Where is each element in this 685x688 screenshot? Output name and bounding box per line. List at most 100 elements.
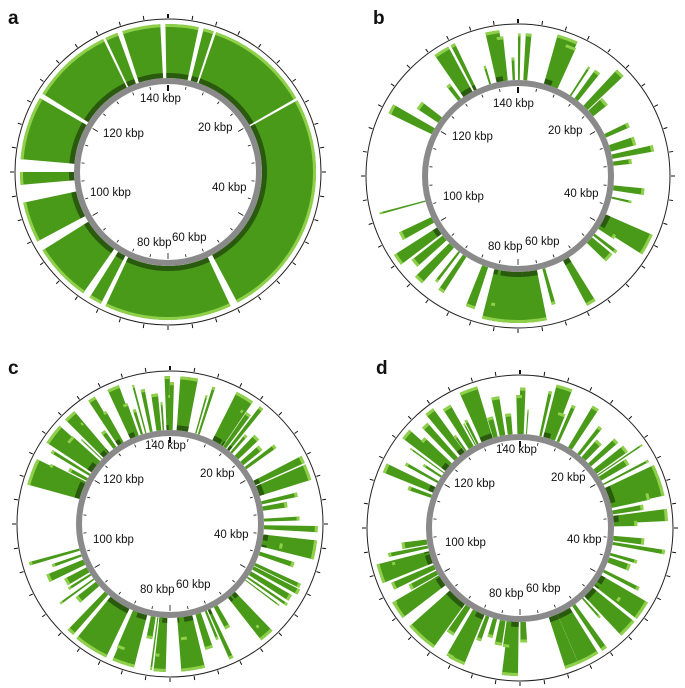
outer-tick	[74, 43, 78, 48]
coverage-edge	[570, 404, 576, 410]
inner-tick	[444, 484, 451, 488]
inner-tick	[553, 448, 556, 452]
outer-tick	[610, 399, 614, 404]
coverage-edge	[76, 636, 97, 652]
coverage-block	[244, 444, 277, 470]
coverage-edge	[593, 69, 601, 76]
panel-b-genome-map	[361, 19, 675, 333]
panel-letter-a: a	[8, 8, 19, 29]
outer-tick	[628, 636, 633, 641]
coverage-block	[46, 425, 100, 473]
coverage-edge	[112, 657, 135, 668]
inner-tick	[589, 217, 596, 221]
inner-tick	[103, 113, 106, 117]
coverage-block	[388, 545, 429, 558]
panel-b-label-120kbp: 120 kbp	[452, 131, 493, 143]
outer-tick	[567, 377, 570, 382]
coverage-edge	[612, 248, 618, 254]
panel-c-label-20kbp: 20 kbp	[200, 468, 235, 480]
inner-tick	[599, 148, 603, 150]
inner-tick	[455, 583, 458, 587]
coverage-edge	[243, 434, 248, 439]
coverage-inner-band	[613, 515, 619, 524]
inner-tick	[105, 465, 108, 469]
coverage-edge	[639, 504, 644, 511]
outer-tick	[607, 299, 611, 304]
inner-tick	[185, 254, 187, 258]
outer-tick	[494, 680, 497, 685]
outer-tick	[276, 59, 281, 64]
coverage-block	[223, 412, 251, 449]
coverage-block	[105, 257, 231, 320]
outer-tick	[57, 632, 62, 637]
inner-tick	[535, 88, 537, 92]
coverage-edge	[422, 422, 430, 430]
coverage-inner-band	[126, 257, 210, 271]
outer-tick	[362, 199, 367, 202]
outer-tick	[120, 373, 123, 378]
outer-tick	[666, 478, 671, 481]
outer-tick	[407, 415, 412, 420]
outer-tick	[304, 241, 310, 245]
coverage-edge	[599, 97, 608, 107]
inner-tick	[134, 600, 137, 604]
outer-tick	[260, 395, 264, 400]
outer-tick	[672, 551, 677, 554]
coverage-block	[593, 233, 618, 254]
coverage-edge	[422, 463, 427, 468]
coverage-block	[399, 217, 435, 240]
coverage-block	[253, 455, 305, 486]
coverage-block	[198, 32, 297, 126]
coverage-block	[581, 439, 602, 461]
outer-tick	[278, 411, 283, 416]
outer-tick	[304, 99, 310, 103]
backbone-ring	[74, 78, 262, 266]
coverage-edge	[164, 376, 170, 380]
inner-tick	[94, 564, 101, 568]
coverage-block	[518, 33, 521, 81]
coverage-block	[446, 83, 461, 101]
outer-tick	[587, 35, 590, 40]
outer-tick	[564, 26, 567, 31]
coverage-edge	[257, 406, 264, 412]
inner-tick	[249, 549, 253, 552]
outer-tick	[644, 618, 649, 622]
coverage-edge	[80, 422, 84, 426]
outer-tick	[469, 26, 472, 31]
coverage-block	[391, 552, 430, 566]
coverage-edge	[518, 33, 521, 37]
coverage-block	[569, 66, 591, 97]
coverage-inner-band	[69, 172, 75, 181]
outer-tick	[278, 632, 283, 637]
outer-tick	[470, 377, 473, 382]
outer-tick	[625, 283, 630, 288]
panel-d-label-80kbp: 80 kbp	[489, 588, 524, 600]
coverage-block	[20, 98, 87, 164]
coverage-edge	[394, 253, 404, 265]
coverage-block	[195, 395, 208, 434]
coverage-edge	[463, 423, 467, 427]
panel-c: c 140 kbp 20 kbp 120 kbp 40 kbp 100 kbp …	[8, 358, 328, 682]
panel-a-label-20kbp: 20 kbp	[198, 122, 233, 134]
coverage-edge	[310, 540, 318, 560]
coverage-block	[494, 619, 506, 646]
panel-a-label-120kbp: 120 kbp	[103, 128, 144, 140]
coverage-edge	[103, 410, 108, 416]
coverage-block	[258, 551, 295, 568]
coverage-block	[593, 445, 628, 474]
outer-ring	[16, 370, 324, 678]
outer-tick	[644, 434, 649, 438]
outer-tick	[57, 411, 62, 416]
panel-a-label-100kbp: 100 kbp	[90, 187, 131, 199]
coverage-edge	[611, 233, 617, 240]
coverage-edge	[434, 46, 450, 58]
coverage-inner-band	[446, 590, 460, 605]
coverage-block	[246, 576, 288, 606]
outer-tick	[74, 296, 78, 301]
coverage-edge	[146, 635, 153, 640]
inner-tick	[219, 453, 222, 457]
coverage-edge	[205, 395, 208, 399]
outer-ring	[366, 374, 674, 682]
outer-tick	[217, 373, 220, 378]
outer-ring	[14, 18, 322, 326]
